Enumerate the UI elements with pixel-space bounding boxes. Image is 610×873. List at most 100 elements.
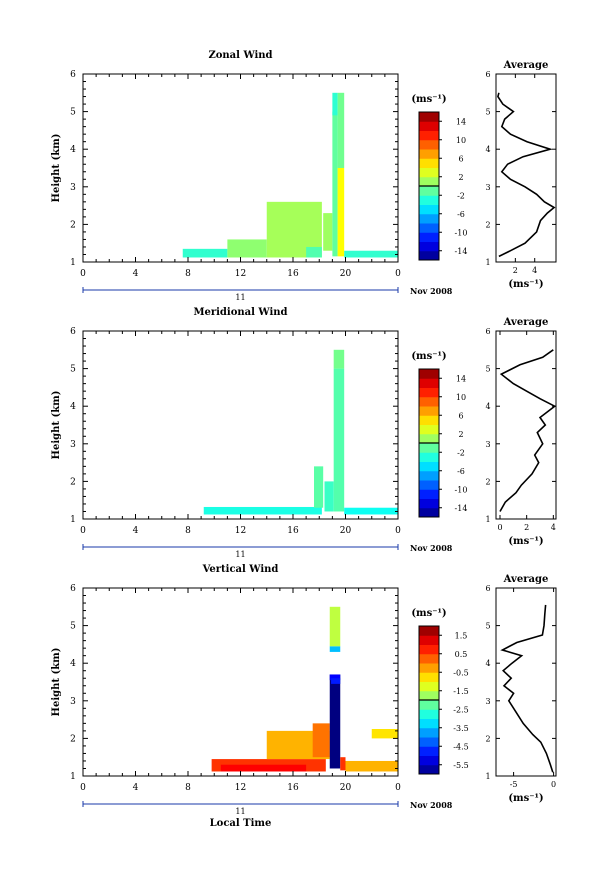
colorbar-step: [419, 672, 439, 682]
average-x-tick-label: 0: [497, 523, 502, 532]
colorbar-step: [419, 443, 439, 453]
x-tick-label: 0: [80, 526, 86, 536]
average-y-tick-label: 5: [485, 108, 490, 117]
colorbar-step: [419, 746, 439, 756]
heatmap-cell: [323, 213, 333, 251]
colorbar-tick-label: 0.5: [455, 650, 468, 659]
average-profile-line: [500, 604, 554, 773]
heatmap-cell: [344, 250, 398, 258]
heatmap-cell: [340, 757, 346, 771]
colorbar-tick-label: 14: [456, 117, 466, 126]
colorbar-step: [419, 727, 439, 738]
y-tick-label: 6: [70, 70, 76, 80]
y-tick-label: 4: [70, 145, 76, 155]
colorbar-tick-label: -10: [455, 228, 468, 237]
heatmap-cell: [332, 92, 338, 116]
average-y-tick-label: 1: [485, 258, 490, 267]
x-tick-label: 16: [287, 783, 299, 793]
colorbar-step: [419, 644, 439, 655]
x-tick-label: 4: [133, 783, 139, 793]
colorbar-step: [419, 167, 439, 178]
colorbar-step: [419, 480, 439, 490]
y-tick-label: 1: [70, 772, 76, 782]
average-x-label: (ms⁻¹): [508, 536, 543, 547]
colorbar-step: [419, 396, 439, 407]
colorbar-step: [419, 369, 439, 379]
y-tick-label: 2: [70, 477, 76, 487]
heatmap-cell: [331, 678, 341, 684]
average-x-tick-label: 0: [551, 780, 556, 789]
y-tick-label: 2: [70, 220, 76, 230]
heatmap-cell: [332, 111, 338, 257]
x-tick-label: 16: [287, 269, 299, 279]
x-tick-label: 0: [80, 269, 86, 279]
x-tick-label: 8: [185, 269, 191, 279]
average-y-tick-label: 6: [485, 584, 490, 593]
chart-title: Zonal Wind: [208, 50, 272, 61]
average-profile-line: [497, 92, 556, 258]
colorbar-step: [419, 130, 439, 141]
x-tick-label: 0: [80, 783, 86, 793]
date-bar-day: 11: [235, 807, 245, 816]
chart-title: Meridional Wind: [193, 307, 287, 318]
y-tick-label: 3: [70, 183, 76, 193]
heatmap-cell: [345, 760, 398, 772]
colorbar-step: [419, 158, 439, 168]
colorbar-step: [419, 121, 439, 131]
date-bar-month-year: Nov 2008: [410, 543, 453, 553]
colorbar-tick-label: -14: [455, 247, 468, 256]
heatmap-cell: [182, 248, 228, 258]
average-x-tick-label: 2: [513, 266, 518, 275]
colorbar-step: [419, 232, 439, 242]
average-title: Average: [503, 60, 549, 71]
colorbar-step: [419, 470, 439, 481]
y-tick-label: 6: [70, 584, 76, 594]
average-x-tick-label: 4: [551, 523, 556, 532]
average-x-tick-label: 2: [524, 523, 529, 532]
y-tick-label: 1: [70, 515, 76, 525]
y-tick-label: 1: [70, 258, 76, 268]
colorbar-tick-label: -14: [455, 504, 468, 513]
average-x-label: (ms⁻¹): [508, 279, 543, 290]
chart-title: Vertical Wind: [202, 564, 279, 575]
y-tick-label: 2: [70, 734, 76, 744]
colorbar-tick-label: 2: [458, 173, 463, 182]
average-profile-line: [499, 349, 557, 512]
colorbar-tick-label: -4.5: [453, 742, 468, 751]
average-y-tick-label: 2: [485, 734, 490, 743]
average-title: Average: [503, 574, 549, 585]
x-tick-label: 0: [395, 783, 401, 793]
colorbar-step: [419, 461, 439, 472]
y-tick-label: 5: [70, 365, 76, 375]
y-tick-label: 4: [70, 659, 76, 669]
heatmap-cell: [314, 466, 324, 508]
colorbar-step: [419, 681, 439, 692]
colorbar-unit: (ms⁻¹): [411, 608, 446, 619]
x-tick-label: 4: [133, 269, 139, 279]
heatmap-cell: [329, 646, 341, 652]
y-tick-label: 4: [70, 402, 76, 412]
colorbar-step: [419, 452, 439, 462]
x-tick-label: 0: [395, 269, 401, 279]
heatmap-cell: [371, 729, 398, 739]
colorbar-tick-label: 14: [456, 374, 466, 383]
y-tick-label: 5: [70, 108, 76, 118]
average-x-label: (ms⁻¹): [508, 793, 543, 804]
average-y-tick-label: 3: [485, 697, 490, 706]
colorbar-step: [419, 378, 439, 388]
colorbar-step: [419, 737, 439, 747]
colorbar-step: [419, 653, 439, 664]
colorbar-tick-label: -3.5: [453, 724, 468, 733]
x-tick-label: 0: [395, 526, 401, 536]
colorbar-unit: (ms⁻¹): [411, 351, 446, 362]
plot-frame: [82, 330, 399, 520]
average-y-tick-label: 1: [485, 515, 490, 524]
colorbar-tick-label: -1.5: [453, 687, 468, 696]
colorbar-step: [419, 241, 439, 252]
average-y-tick-label: 4: [485, 145, 490, 154]
heatmap-cell: [337, 92, 345, 168]
average-y-tick-label: 2: [485, 477, 490, 486]
